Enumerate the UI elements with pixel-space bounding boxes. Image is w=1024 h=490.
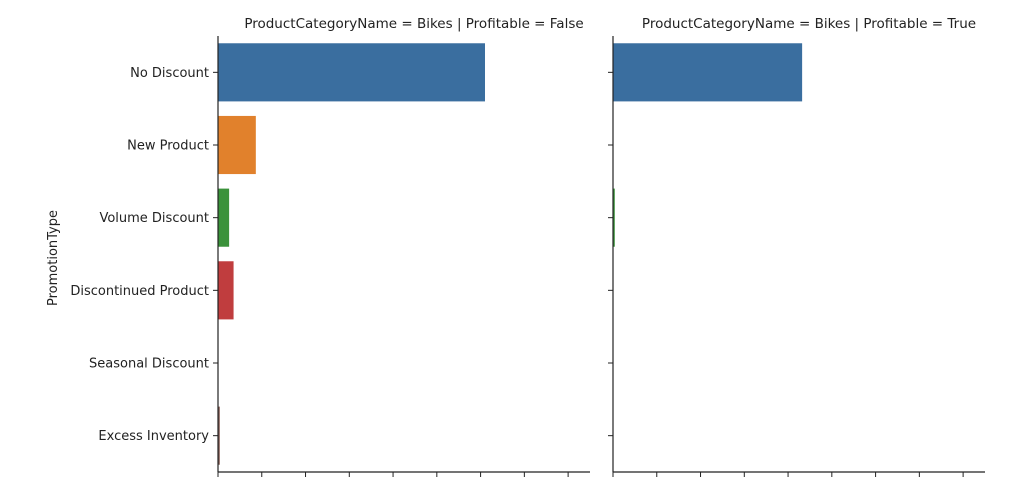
category-label: Excess Inventory — [98, 429, 209, 444]
bar-discontinued-product — [218, 261, 234, 320]
bar-no-discount — [613, 43, 803, 102]
panel-title: ProductCategoryName = Bikes | Profitable… — [244, 16, 583, 32]
bar-no-discount — [218, 43, 485, 102]
category-label: Volume Discount — [99, 211, 209, 226]
bar-new-product — [218, 115, 256, 175]
category-label: No Discount — [130, 66, 209, 81]
category-label: New Product — [127, 139, 209, 154]
category-label: Discontinued Product — [70, 284, 209, 299]
facet-panel-profitable-false: ProductCategoryName = Bikes | Profitable… — [70, 16, 590, 477]
bar-volume-discount — [613, 188, 615, 247]
bar-volume-discount — [218, 188, 230, 247]
category-label: Seasonal Discount — [89, 357, 209, 372]
bar-excess-inventory — [218, 406, 220, 465]
facet-panel-profitable-true: ProductCategoryName = Bikes | Profitable… — [608, 16, 985, 477]
y-axis-label: PromotionType — [46, 210, 61, 306]
panel-title: ProductCategoryName = Bikes | Profitable… — [642, 16, 976, 32]
